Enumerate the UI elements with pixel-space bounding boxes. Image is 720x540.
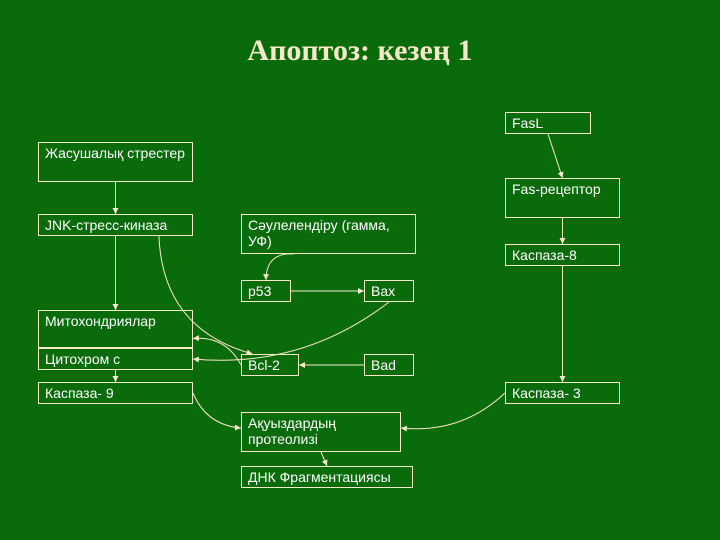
edge-bcl2-to-mito bbox=[193, 338, 241, 365]
diagram-stage: Апоптоз: кезең 1 FasL Жасушалық стрестер F… bbox=[0, 0, 720, 540]
edge-casp9-to-proteo bbox=[193, 393, 241, 428]
node-dnafrag: ДНК Фрагментациясы bbox=[241, 466, 413, 488]
node-bax: Bax bbox=[364, 280, 414, 302]
node-casp3: Каспаза- 3 bbox=[505, 382, 620, 404]
node-cytc: Цитохром с bbox=[38, 348, 193, 370]
node-jnk: JNK-стресс-киназа bbox=[38, 214, 193, 236]
diagram-title: Апоптоз: кезең 1 bbox=[0, 34, 720, 68]
edge-proteo-to-dnafrag bbox=[321, 452, 327, 466]
edge-casp3-to-proteo bbox=[401, 393, 505, 429]
node-rad: Сәулелендіру (гамма, УФ) bbox=[241, 214, 416, 254]
node-bad: Bad bbox=[364, 354, 414, 376]
node-mito: Митохондриялар bbox=[38, 310, 193, 348]
node-p53: р53 bbox=[241, 280, 291, 302]
node-bcl2: Bcl-2 bbox=[241, 354, 299, 376]
edge-bax-to-cytc bbox=[193, 302, 389, 360]
node-stress: Жасушалық стрестер bbox=[38, 142, 193, 182]
edges-layer bbox=[0, 0, 720, 540]
edge-rad-to-p53 bbox=[266, 254, 294, 280]
node-proteo: Ақуыздардың протеолизі bbox=[241, 412, 401, 452]
node-casp9: Каспаза- 9 bbox=[38, 382, 193, 404]
edge-fasl-to-fasrec bbox=[548, 134, 563, 178]
node-fasrec: Fas-рецептор bbox=[505, 178, 620, 218]
node-casp8: Каспаза-8 bbox=[505, 244, 620, 266]
node-fasl: FasL bbox=[505, 112, 591, 134]
